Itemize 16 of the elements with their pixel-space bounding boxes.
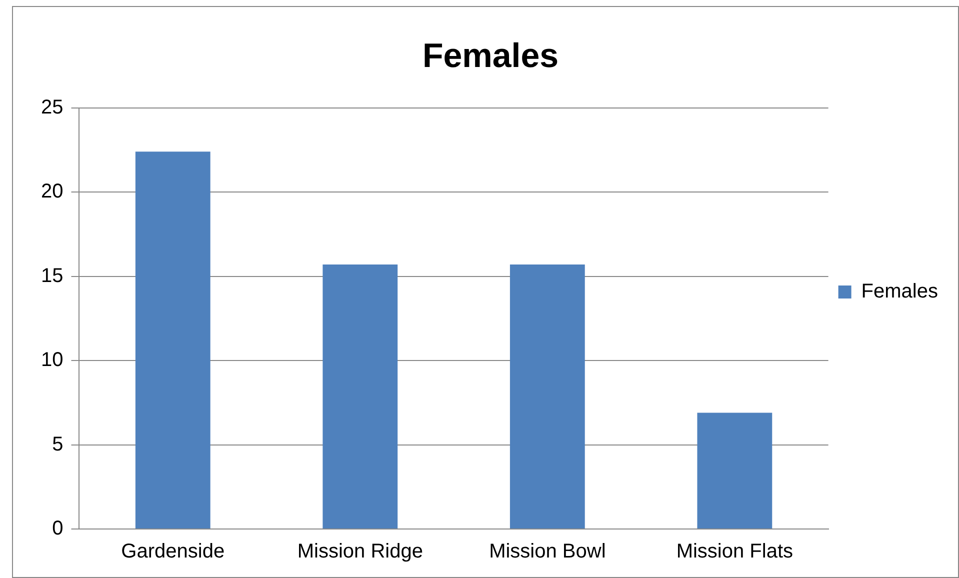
y-tick-label: 5 (52, 433, 64, 456)
y-tick-label: 25 (40, 96, 64, 118)
bar (322, 264, 398, 528)
y-tick-label: 15 (40, 264, 64, 287)
x-tick-label: Mission Ridge (297, 540, 423, 563)
x-tick-label: Mission Flats (676, 540, 794, 563)
y-tick-label: 20 (40, 180, 64, 203)
y-tick-label: 10 (40, 349, 64, 372)
y-tick-label: 0 (52, 518, 64, 540)
bar (135, 152, 210, 528)
legend-label: Females (861, 280, 938, 303)
x-tick-label: Gardenside (121, 540, 225, 563)
chart-title: Females (422, 36, 559, 75)
bar (697, 412, 772, 528)
bar (510, 264, 585, 528)
x-tick-label: Mission Bowl (489, 540, 606, 563)
